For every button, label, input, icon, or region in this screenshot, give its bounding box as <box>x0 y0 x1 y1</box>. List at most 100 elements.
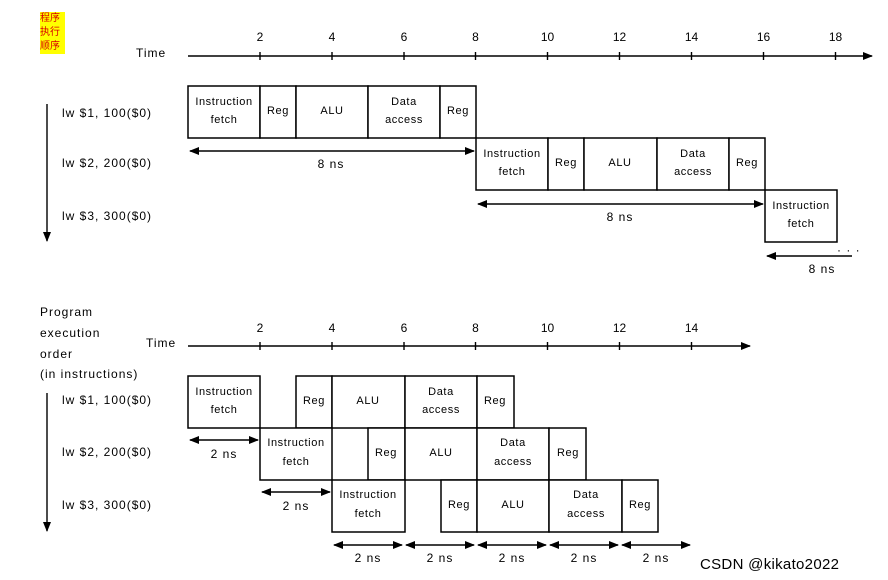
duration-label: 2 ns <box>355 551 382 565</box>
instruction-2-stages: Instruction fetch Reg ALU Data access Re… <box>259 427 587 481</box>
stage-reg <box>621 479 659 533</box>
instruction-label: lw $2, 200($0) <box>62 445 152 459</box>
stage-label: access <box>385 114 423 126</box>
stage-label: ALU <box>501 499 524 511</box>
stage-data-access <box>367 85 441 139</box>
duration-label: 8 ns <box>809 262 836 276</box>
stage-label: Reg <box>267 105 289 117</box>
stage-label: Instruction <box>339 489 396 501</box>
tick-label: 10 <box>541 30 555 44</box>
time-ticks: 2 4 6 8 10 12 14 <box>257 321 698 350</box>
stage-label: Reg <box>555 157 577 169</box>
stage-label: ALU <box>320 105 343 117</box>
tick-label: 2 <box>257 30 264 44</box>
duration-label: 2 ns <box>211 447 238 461</box>
order-label: Program <box>40 305 93 319</box>
stage-label: ALU <box>429 447 452 459</box>
tick-label: 8 <box>472 321 479 335</box>
time-label: Time <box>146 336 176 350</box>
instruction-label: lw $2, 200($0) <box>62 156 152 170</box>
stage-label: access <box>494 456 532 468</box>
instruction-3-stages: Instruction fetch <box>764 189 838 243</box>
instruction-3-stages: Instruction fetch Reg ALU Data access Re… <box>331 479 659 533</box>
order-label: order <box>40 347 73 361</box>
stage-alu <box>404 427 478 481</box>
stage-label: fetch <box>355 508 382 520</box>
stage-instruction-fetch <box>331 479 406 533</box>
stage-label: Data <box>680 148 706 160</box>
stage-label: Reg <box>375 447 397 459</box>
stage-reg <box>476 375 515 429</box>
duration-label: 2 ns <box>499 551 526 565</box>
order-label: execution <box>40 326 100 340</box>
tick-label: 18 <box>829 30 843 44</box>
stage-label: ALU <box>356 395 379 407</box>
stage-instruction-fetch <box>475 137 549 191</box>
stage-label: Data <box>428 386 454 398</box>
stage-label: fetch <box>788 218 815 230</box>
stage-reg <box>259 85 297 139</box>
stage-data-access <box>404 375 478 429</box>
watermark: CSDN @kikato2022 <box>700 556 839 573</box>
stage-label: Instruction <box>772 200 829 212</box>
instruction-2-stages: Instruction fetch Reg ALU Data access Re… <box>475 137 766 191</box>
stage-reg <box>439 85 477 139</box>
tick-label: 14 <box>685 30 699 44</box>
stage-duration-arrows: 2 ns 2 ns 2 ns 2 ns 2 ns <box>333 541 691 565</box>
duration-label: 2 ns <box>427 551 454 565</box>
stage-reg <box>728 137 766 191</box>
stage-label: Instruction <box>483 148 540 160</box>
note-line: 程序 <box>40 13 60 24</box>
tick-label: 12 <box>613 321 627 335</box>
single-cycle-section: Time 2 4 6 8 10 12 14 16 18 lw $1, 100($0) lw $2… <box>43 30 873 276</box>
duration-label: 8 ns <box>318 157 345 171</box>
stage-label: Instruction <box>195 386 252 398</box>
stage-label: Data <box>573 489 599 501</box>
instruction-label: lw $3, 300($0) <box>62 498 152 512</box>
tick-label: 12 <box>613 30 627 44</box>
stage-label: fetch <box>499 166 526 178</box>
stage-label: ALU <box>608 157 631 169</box>
stage-label: access <box>422 404 460 416</box>
tick-label: 6 <box>401 30 408 44</box>
stage-data-access <box>548 479 623 533</box>
tick-label: 16 <box>757 30 771 44</box>
instruction-label: lw $1, 100($0) <box>62 106 152 120</box>
execution-order-note: 程序 执行 顺序 <box>40 12 65 54</box>
stage-alu <box>583 137 658 191</box>
order-label: (in instructions) <box>40 367 138 381</box>
stage-label: fetch <box>283 456 310 468</box>
duration-label: 2 ns <box>283 499 310 513</box>
stage-instruction-fetch <box>764 189 838 243</box>
duration-label: 2 ns <box>571 551 598 565</box>
stage-label: Reg <box>303 395 325 407</box>
tick-label: 8 <box>472 30 479 44</box>
tick-label: 6 <box>401 321 408 335</box>
pipelined-section: Program execution order (in instructions… <box>40 305 751 565</box>
stage-label: Instruction <box>195 96 252 108</box>
tick-label: 2 <box>257 321 264 335</box>
note-line: 顺序 <box>40 41 60 52</box>
stage-instruction-fetch <box>259 427 333 481</box>
stage-label: access <box>567 508 605 520</box>
instruction-label: lw $3, 300($0) <box>62 209 152 223</box>
stage-label: access <box>674 166 712 178</box>
stage-label: fetch <box>211 404 238 416</box>
tick-label: 4 <box>329 321 336 335</box>
instruction-label: lw $1, 100($0) <box>62 393 152 407</box>
instruction-1-stages: Instruction fetch Reg ALU Data access Re… <box>187 85 477 139</box>
duration-label: 2 ns <box>643 551 670 565</box>
stage-instruction-fetch <box>187 375 261 429</box>
stage-label: Reg <box>736 157 758 169</box>
tick-label: 4 <box>329 30 336 44</box>
stage-label: Reg <box>484 395 506 407</box>
stage-label: Data <box>391 96 417 108</box>
time-label: Time <box>136 46 166 60</box>
stage-data-access <box>656 137 730 191</box>
stage-instruction-fetch <box>187 85 261 139</box>
stage-alu <box>476 479 550 533</box>
stage-label: Data <box>500 437 526 449</box>
stage-reg <box>548 427 587 481</box>
note-line: 执行 <box>40 27 60 38</box>
